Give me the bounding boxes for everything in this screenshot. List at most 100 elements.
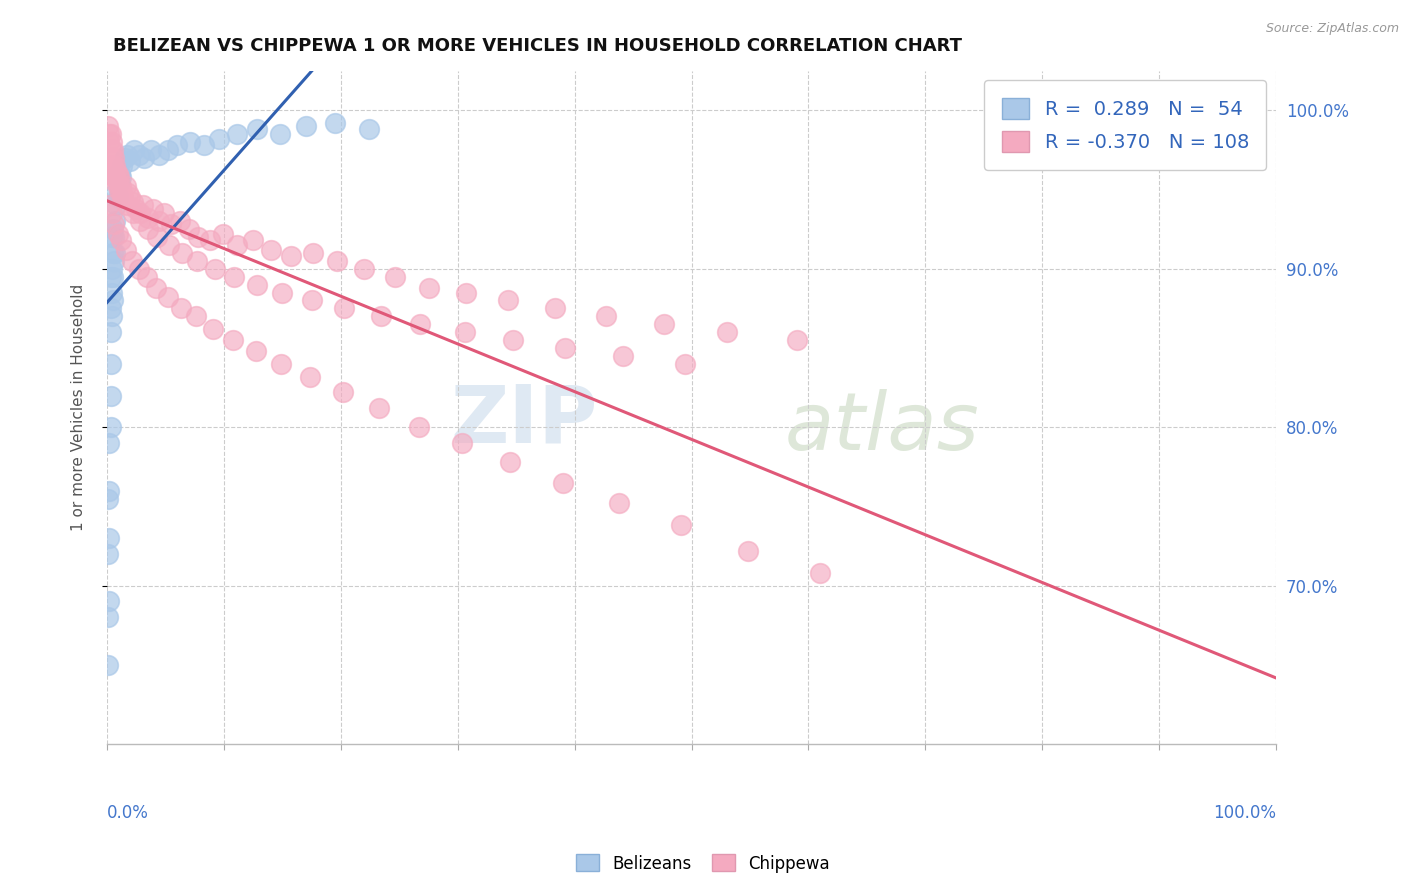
Point — [121, 253, 143, 268]
Point — [120, 154, 142, 169]
Point — [100, 285, 122, 300]
Point — [408, 420, 430, 434]
Point — [100, 151, 122, 165]
Point — [100, 325, 122, 339]
Point — [326, 253, 349, 268]
Point — [101, 269, 124, 284]
Point — [179, 135, 201, 149]
Text: ZIP: ZIP — [451, 382, 598, 460]
Legend: R =  0.289   N =  54, R = -0.370   N = 108: R = 0.289 N = 54, R = -0.370 N = 108 — [984, 80, 1267, 169]
Point — [146, 230, 169, 244]
Point — [333, 301, 356, 316]
Point — [103, 218, 125, 232]
Point — [169, 214, 191, 228]
Text: 0.0%: 0.0% — [107, 805, 149, 822]
Point — [104, 214, 127, 228]
Point — [132, 198, 155, 212]
Point — [110, 179, 132, 194]
Point — [451, 436, 474, 450]
Point — [100, 230, 122, 244]
Point — [669, 518, 692, 533]
Point — [101, 222, 124, 236]
Point — [104, 186, 127, 200]
Point — [136, 222, 159, 236]
Point — [301, 246, 323, 260]
Point — [100, 261, 122, 276]
Point — [104, 159, 127, 173]
Text: atlas: atlas — [785, 389, 980, 467]
Point — [103, 167, 125, 181]
Point — [111, 186, 134, 200]
Point — [246, 122, 269, 136]
Point — [156, 143, 179, 157]
Point — [97, 491, 120, 506]
Point — [184, 310, 207, 324]
Point — [107, 167, 129, 181]
Point — [225, 238, 247, 252]
Point — [323, 116, 346, 130]
Point — [204, 261, 226, 276]
Point — [170, 246, 193, 260]
Point — [121, 195, 143, 210]
Point — [128, 214, 150, 228]
Point — [117, 186, 139, 200]
Point — [544, 301, 567, 316]
Point — [107, 227, 129, 241]
Point — [135, 269, 157, 284]
Point — [502, 333, 524, 347]
Legend: Belizeans, Chippewa: Belizeans, Chippewa — [569, 847, 837, 880]
Point — [125, 202, 148, 216]
Point — [612, 349, 634, 363]
Point — [100, 127, 122, 141]
Point — [225, 127, 247, 141]
Point — [100, 310, 122, 324]
Point — [110, 169, 132, 184]
Point — [98, 531, 121, 545]
Point — [97, 119, 120, 133]
Point — [111, 190, 134, 204]
Point — [100, 269, 122, 284]
Point — [332, 385, 354, 400]
Point — [100, 159, 122, 173]
Point — [97, 547, 120, 561]
Point — [554, 341, 576, 355]
Point — [103, 230, 125, 244]
Point — [100, 357, 122, 371]
Point — [103, 253, 125, 268]
Point — [271, 285, 294, 300]
Text: 100.0%: 100.0% — [1213, 805, 1277, 822]
Point — [122, 143, 145, 157]
Point — [98, 594, 121, 608]
Point — [108, 167, 131, 181]
Point — [786, 333, 808, 347]
Point — [301, 293, 323, 308]
Point — [224, 269, 246, 284]
Point — [105, 198, 128, 212]
Point — [198, 233, 221, 247]
Point — [100, 301, 122, 316]
Point — [280, 249, 302, 263]
Point — [98, 436, 121, 450]
Point — [101, 293, 124, 308]
Point — [245, 344, 267, 359]
Point — [808, 566, 831, 580]
Point — [101, 143, 124, 157]
Point — [737, 543, 759, 558]
Point — [357, 122, 380, 136]
Point — [100, 135, 122, 149]
Point — [595, 310, 617, 324]
Point — [270, 357, 292, 371]
Point — [120, 190, 142, 204]
Point — [295, 119, 318, 133]
Point — [156, 290, 179, 304]
Point — [121, 206, 143, 220]
Point — [193, 138, 215, 153]
Point — [97, 657, 120, 672]
Point — [101, 159, 124, 173]
Point — [114, 243, 136, 257]
Point — [418, 281, 440, 295]
Point — [98, 198, 121, 212]
Point — [186, 253, 208, 268]
Point — [128, 261, 150, 276]
Point — [136, 211, 159, 225]
